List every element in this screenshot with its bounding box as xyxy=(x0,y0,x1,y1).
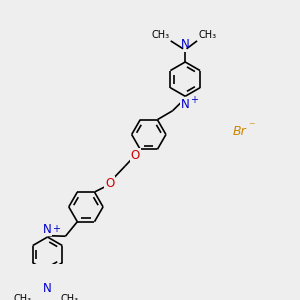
Text: N: N xyxy=(43,223,52,236)
Text: N: N xyxy=(43,282,52,295)
Text: O: O xyxy=(105,177,114,190)
Text: N: N xyxy=(181,98,190,111)
Text: CH₃: CH₃ xyxy=(14,294,32,300)
Text: CH₃: CH₃ xyxy=(61,294,79,300)
Text: CH₃: CH₃ xyxy=(151,30,169,40)
Text: O: O xyxy=(131,149,140,162)
Text: N: N xyxy=(181,38,190,51)
Text: CH₃: CH₃ xyxy=(198,30,217,40)
Text: Br: Br xyxy=(232,125,246,138)
Text: ⁻: ⁻ xyxy=(249,121,255,134)
Text: +: + xyxy=(190,95,198,106)
Text: +: + xyxy=(52,224,60,234)
